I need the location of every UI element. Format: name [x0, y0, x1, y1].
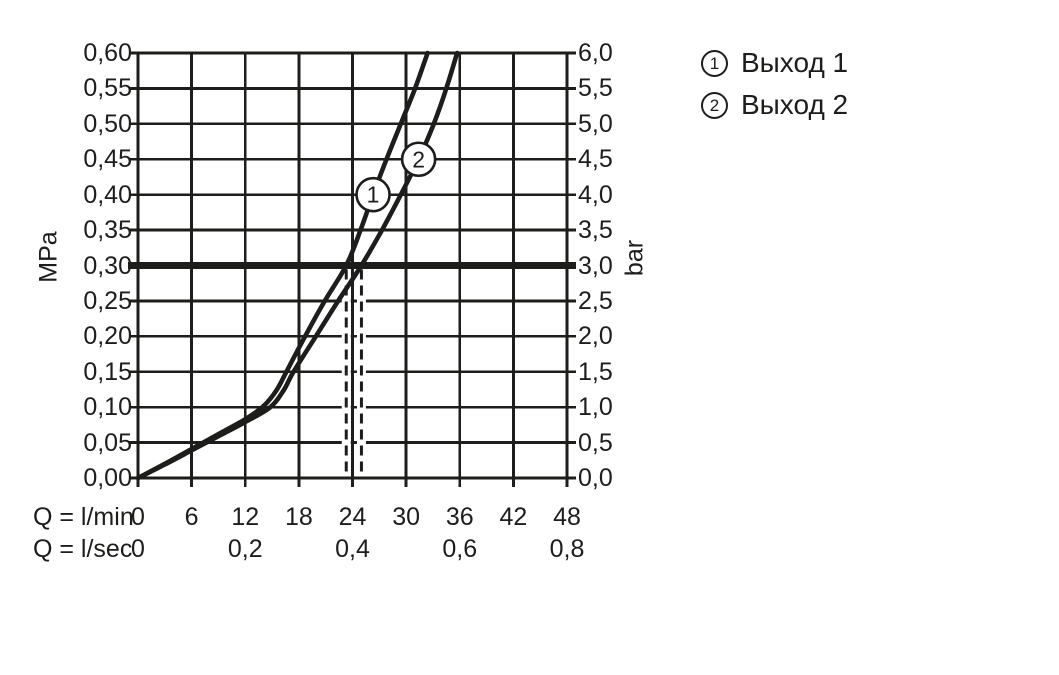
legend-label-vyhod-2: Выход 2: [741, 89, 849, 120]
curve-marker-2-label: 2: [412, 146, 425, 172]
legend-label-vyhod-1: Выход 1: [741, 47, 849, 78]
legend-item-vyhod-2: 2 Выход 2: [701, 89, 848, 121]
legend-item-vyhod-1: 1 Выход 1: [701, 47, 848, 79]
y-axis-unit-mpa: MPa: [34, 231, 63, 283]
curve-marker-1-label: 1: [367, 182, 380, 208]
gridlines: [129, 51, 576, 487]
curve-marker-1: 1: [355, 176, 391, 213]
dashed-marker-lines: [341, 269, 366, 478]
circled-1-icon: 1: [701, 49, 728, 77]
legend: 1 Выход 1 2 Выход 2: [701, 47, 848, 131]
x-axis-label-lmin: Q = l/min: [33, 503, 134, 531]
curve-marker-2: 2: [400, 141, 437, 178]
x-axis-label-lsec: Q = l/sec: [33, 535, 133, 563]
y-axis-unit-bar: bar: [620, 239, 649, 277]
circled-2-icon: 2: [701, 91, 728, 119]
